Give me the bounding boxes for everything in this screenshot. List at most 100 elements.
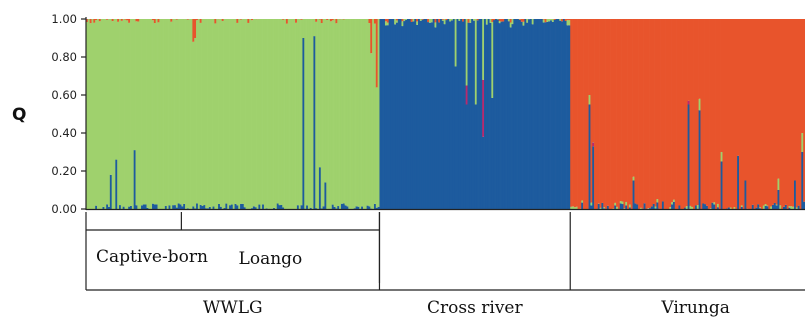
bar-segment-orange: [667, 19, 670, 209]
bar-segment-green: [289, 19, 292, 209]
bar-segment-green: [232, 19, 235, 209]
bar-segment-blue: [133, 150, 136, 209]
bar-segment-green: [139, 19, 142, 209]
bar-segment-blue: [496, 19, 500, 210]
bar-segment-blue: [581, 202, 584, 209]
bar-segment-orange: [740, 19, 743, 206]
bar-segment-green: [269, 19, 272, 209]
bar-segment-orange: [605, 19, 608, 209]
bar-segment-green: [623, 208, 626, 209]
bar-segment-blue: [661, 201, 665, 209]
bar-segment-orange: [586, 19, 589, 209]
bar-segment-blue: [405, 19, 408, 210]
bar-segment-orange: [742, 19, 745, 209]
bar-segment-blue: [652, 203, 655, 209]
bar-segment-orange: [661, 19, 665, 202]
bar-segment-blue: [410, 21, 413, 210]
subgroup-label-captive-born: Captive-born: [96, 247, 208, 267]
bar-segment-orange: [731, 19, 734, 209]
bar-segment-green: [291, 19, 294, 209]
bar-segment-orange: [696, 19, 699, 206]
bar-segment-green: [709, 208, 712, 209]
bar-segment-blue: [153, 204, 157, 209]
bar-segment-green: [258, 19, 261, 205]
bar-segment-orange: [737, 19, 740, 156]
bar-segment-blue: [346, 206, 349, 209]
bar-segment-orange: [566, 19, 569, 21]
bar-segment-orange: [722, 19, 725, 209]
bar-segment-blue: [320, 208, 323, 209]
bar-segment-orange: [751, 19, 754, 205]
bar-segment-orange: [788, 19, 791, 207]
bar-segment-green: [473, 19, 476, 21]
bar-segment-blue: [449, 21, 452, 209]
bar-segment-blue: [258, 204, 261, 209]
bar-segment-orange: [247, 19, 250, 23]
bar-segment-orange: [386, 19, 389, 23]
bar-segment-green: [177, 19, 180, 204]
bar-segment-green: [120, 20, 124, 209]
bar-segment-green: [498, 21, 501, 24]
bar-segment-green: [212, 19, 215, 207]
bar-segment-blue: [434, 27, 437, 210]
bar-segment-green: [146, 19, 149, 208]
bar-segment-blue: [218, 203, 221, 209]
bar-segment-blue: [395, 22, 399, 209]
bar-segment-green: [203, 19, 206, 206]
bar-segment-green: [133, 19, 136, 151]
bar-segment-blue: [740, 206, 743, 209]
bar-segment-green: [353, 19, 356, 209]
bar-segment-green: [434, 22, 437, 28]
bar-segment-green: [252, 19, 256, 207]
bar-segment-orange: [117, 19, 120, 22]
bar-segment-blue: [548, 21, 551, 209]
bar-segment-green: [148, 19, 151, 209]
bar-segment-blue: [296, 205, 300, 209]
y-tick-label: 0.00: [51, 202, 77, 216]
bar-segment-orange: [770, 19, 773, 207]
bar-segment-blue: [524, 19, 527, 209]
bar-segment-blue: [427, 22, 430, 210]
bar-segment-green: [366, 19, 369, 206]
bar-segment-green: [689, 205, 692, 209]
bar-segment-green: [181, 19, 184, 207]
bar-segment-green: [223, 19, 226, 209]
bar-segment-green: [188, 19, 191, 209]
bar-segment-blue: [340, 203, 344, 209]
bar-segment-orange: [570, 19, 573, 207]
bar-segment-orange: [214, 19, 217, 24]
bar-segment-green: [89, 23, 92, 210]
bar-segment-blue: [273, 207, 276, 209]
bar-segment-blue: [557, 19, 560, 209]
bar-segment-green: [300, 19, 303, 206]
bar-segment-green: [124, 19, 127, 209]
bar-segment-blue: [687, 104, 690, 209]
bar-segment-orange: [665, 19, 668, 209]
bar-segment-orange: [645, 19, 648, 209]
bar-segment-blue: [694, 205, 698, 209]
bar-segment-magenta: [687, 100, 690, 105]
bar-segment-green: [309, 19, 312, 208]
bar-segment-blue: [315, 208, 318, 209]
bar-segment-orange: [704, 19, 707, 205]
bar-segment-orange: [583, 19, 586, 209]
bar-segment-blue: [357, 206, 360, 209]
bar-segment-orange: [786, 19, 789, 209]
bar-segment-blue: [465, 104, 468, 209]
bar-segment-green: [111, 21, 114, 209]
bar-segment-blue: [421, 19, 424, 209]
bar-segment-green: [496, 19, 500, 20]
bar-segment-blue: [537, 19, 540, 209]
y-tick-label: 0.40: [51, 126, 77, 140]
bar-segment-green: [566, 20, 569, 26]
bar-segment-blue: [544, 22, 547, 210]
group-label: WWLG: [203, 298, 263, 318]
bar-segment-orange: [608, 19, 611, 209]
bar-segment-blue: [755, 207, 758, 209]
bar-segment-orange: [577, 19, 580, 209]
bar-segment-blue: [355, 206, 358, 209]
bar-segment-green: [350, 19, 353, 209]
bar-segment-green: [458, 19, 461, 21]
bar-segment-blue: [241, 203, 245, 209]
bar-segment-orange: [614, 19, 617, 203]
